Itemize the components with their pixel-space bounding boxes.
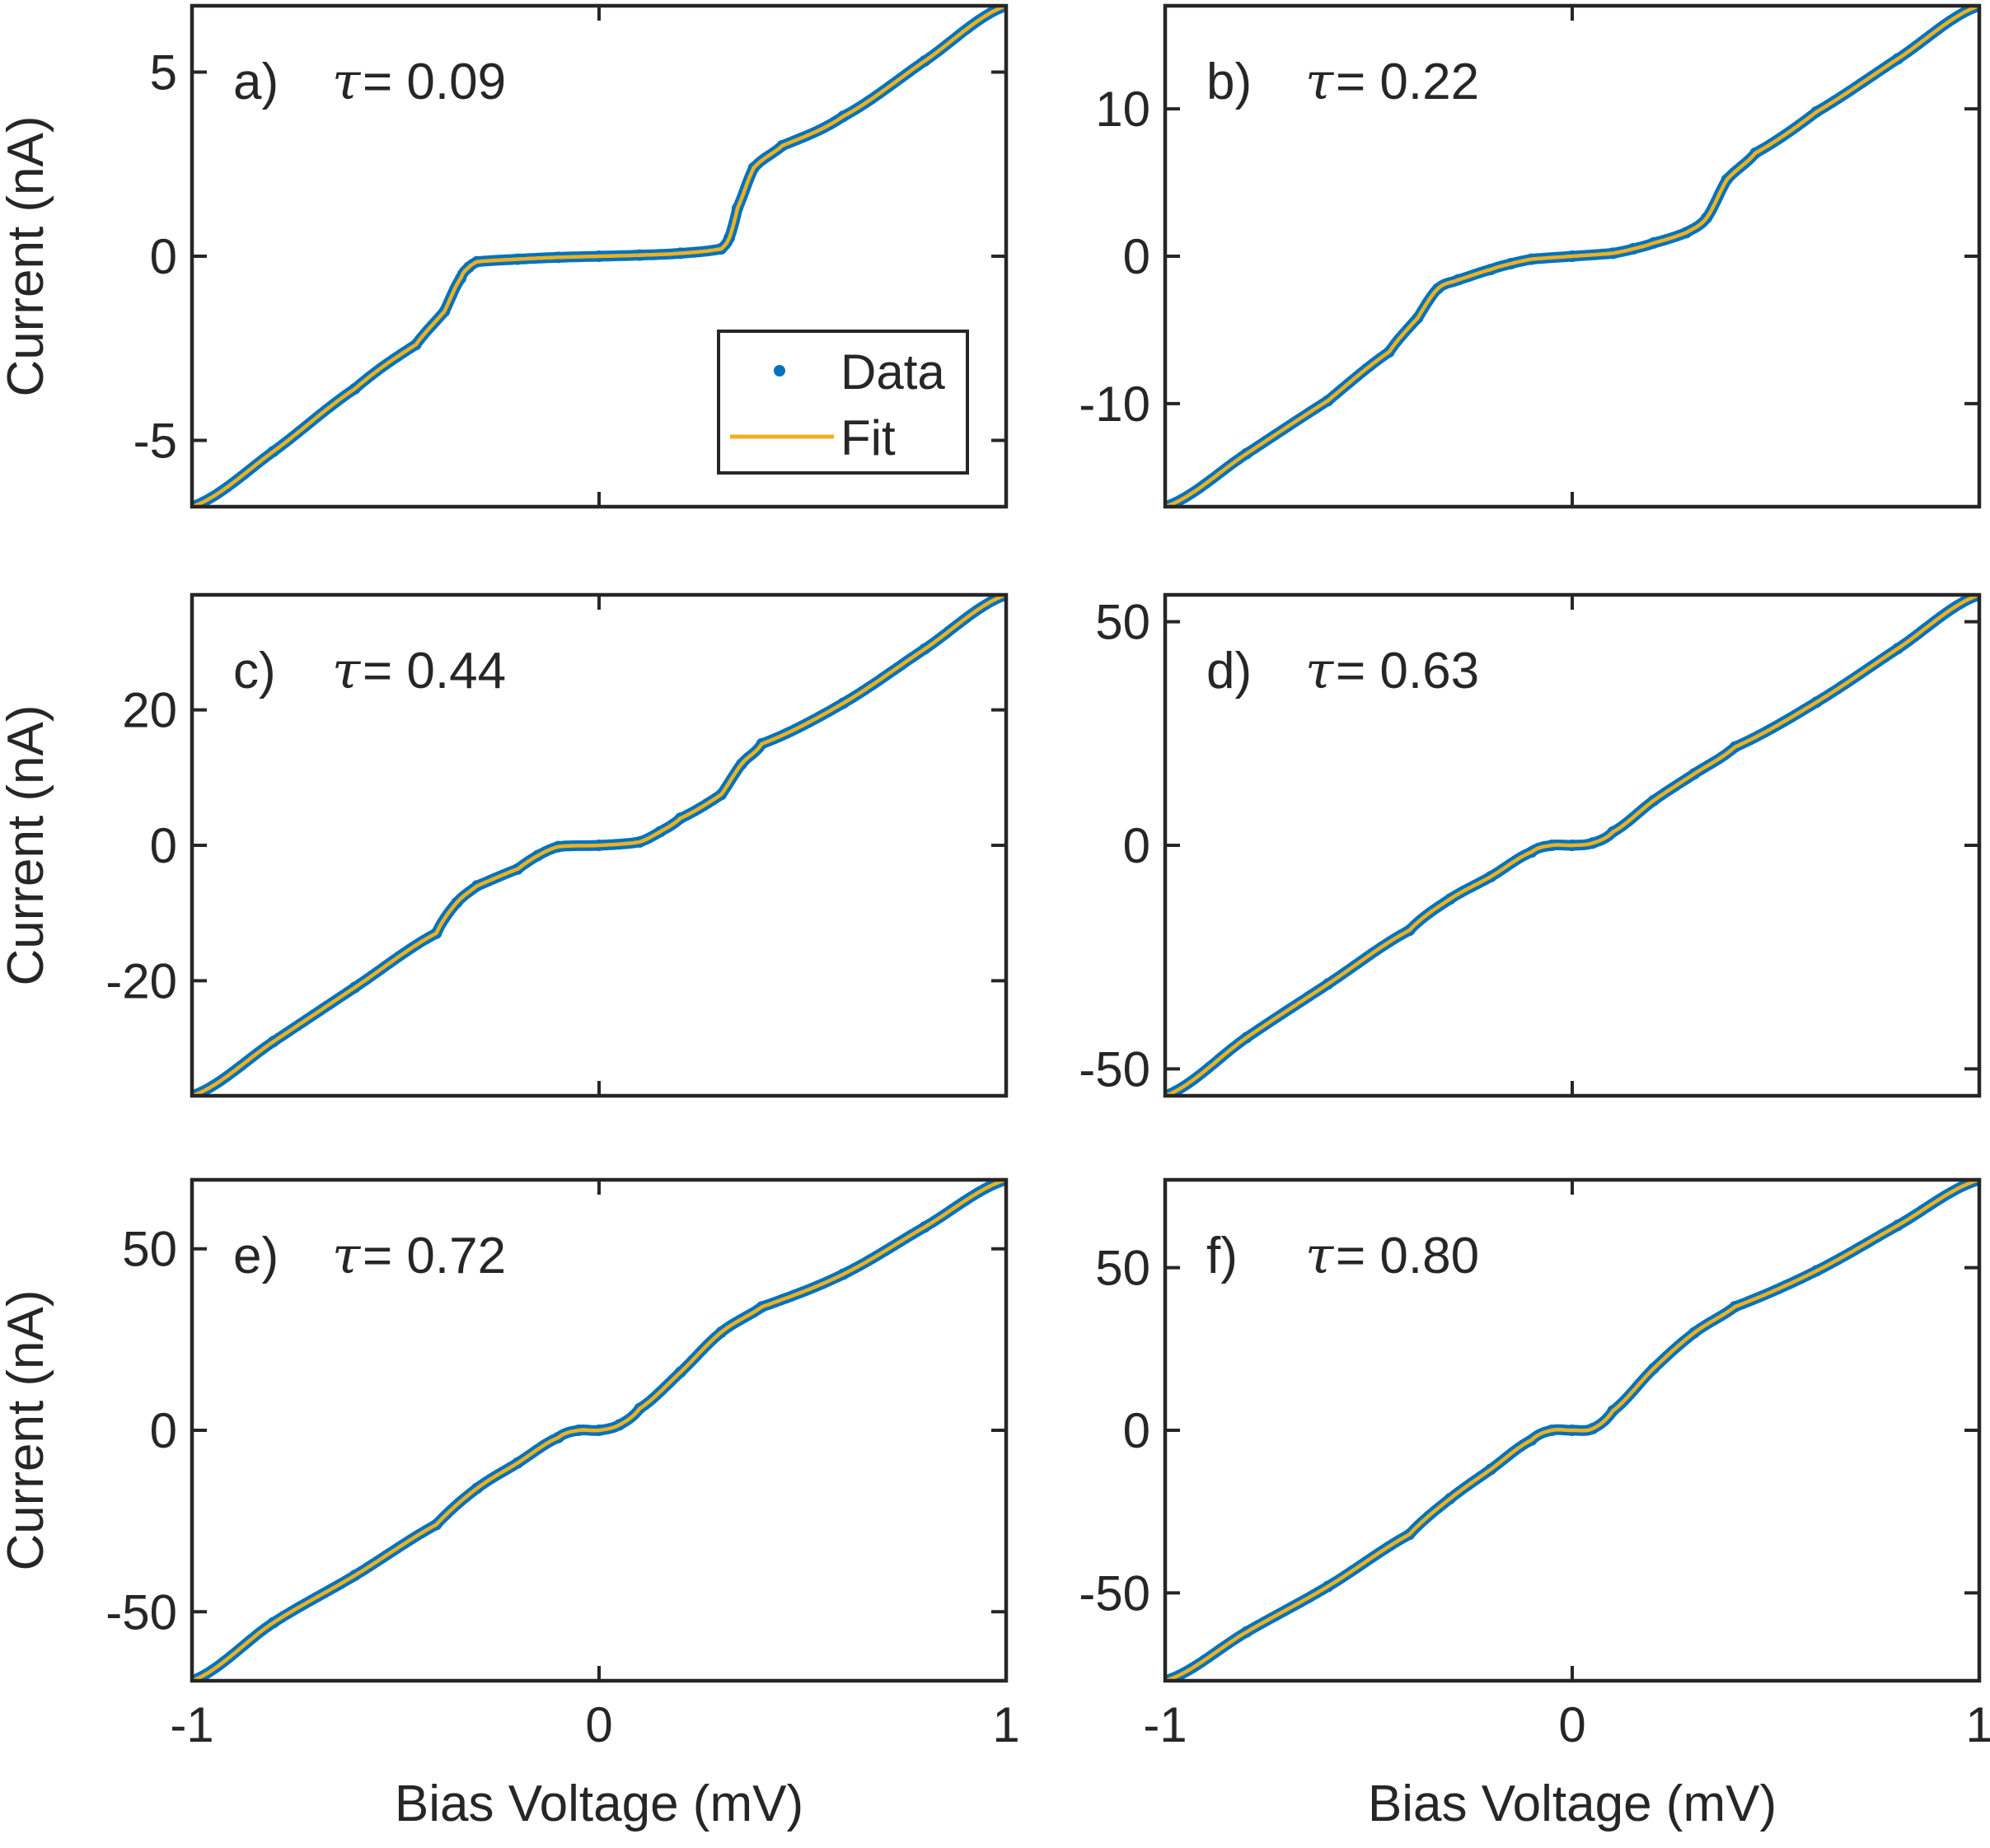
fit-series-line [1165,1180,1979,1681]
panel-letter: d) [1206,643,1252,699]
panel-2: -20 0 20 Current (nA) c) τ = 0.44 [0,592,1009,1098]
y-tick-label: 0 [1123,818,1150,873]
plot-area [192,1180,1006,1681]
x-tick-label: 0 [1558,1697,1585,1752]
legend: Data Fit [717,330,969,475]
panel-letter: f) [1206,1228,1238,1284]
tau-value: = 0.09 [363,54,506,110]
y-tick-label: 5 [150,44,177,100]
legend-label-fit: Fit [840,410,896,466]
x-tick-label: 0 [585,1697,612,1752]
plot-area [1165,595,1979,1096]
tau-value: = 0.22 [1336,54,1479,110]
y-axis-label: Current (nA) [0,115,54,396]
y-tick-label: -50 [1079,1041,1150,1097]
tau-value: = 0.63 [1336,643,1479,699]
tau-symbol: τ [1305,640,1335,700]
y-tick-label: 0 [150,1403,177,1458]
y-tick-label: -10 [1079,377,1150,432]
plot-area [192,595,1006,1096]
y-tick-label: -5 [133,414,177,469]
legend-data-marker [774,365,785,377]
tau-value: = 0.80 [1336,1228,1479,1284]
y-tick-label: 0 [1123,1403,1150,1458]
fit-series-line [1165,6,1979,507]
tau-symbol: τ [1305,1225,1335,1285]
plot-area [1165,1180,1979,1681]
plot-area [192,6,1006,507]
y-tick-label: 50 [122,1222,177,1277]
tau-value: = 0.72 [363,1228,506,1284]
y-tick-label: 0 [150,818,177,873]
tau-value: = 0.44 [363,643,506,699]
x-tick-label: -1 [1143,1697,1187,1752]
y-tick-label: 50 [1095,1241,1150,1296]
y-tick-label: 0 [1123,229,1150,284]
fit-series-line [192,1180,1006,1681]
y-axis-label: Current (nA) [0,1289,54,1570]
y-tick-label: 20 [122,683,177,738]
panel-letter: b) [1206,54,1252,110]
y-axis-label: Current (nA) [0,704,54,985]
plot-area [1165,6,1979,507]
y-tick-label: 10 [1095,82,1150,137]
panel-letter: e) [233,1228,279,1284]
fit-series-line [192,6,1006,507]
panel-4: -1 0 1 -50 0 50 Current (nA) Bias Voltage (mV) e… [0,1177,1020,1832]
tau-symbol: τ [332,51,362,111]
panel-letter: a) [233,54,279,110]
x-tick-label: 1 [1965,1697,1990,1752]
x-axis-label: Bias Voltage (mV) [1368,1775,1777,1832]
panel-1: -10 0 10 b) τ = 0.22 [1079,3,1982,509]
fit-series-line [192,595,1006,1096]
tau-symbol: τ [332,640,362,700]
fit-series-line [1165,595,1979,1096]
panel-5: -1 0 1 -50 0 50 Bias Voltage (mV) f) τ = 0.80 [1079,1177,1990,1832]
y-tick-label: -50 [105,1584,177,1640]
y-tick-label: -50 [1079,1565,1150,1621]
panel-3: -50 0 50 d) τ = 0.63 [1079,592,1982,1098]
legend-label-data: Data [840,344,945,400]
x-axis-label: Bias Voltage (mV) [395,1775,803,1832]
panel-0: -5 0 5 Current (nA) a) τ = 0.09 Data Fit [0,3,1009,509]
tau-symbol: τ [332,1225,362,1285]
tau-symbol: τ [1305,51,1335,111]
x-tick-label: 1 [992,1697,1019,1752]
panel-letter: c) [233,643,276,699]
y-tick-label: -20 [105,953,177,1008]
y-tick-label: 50 [1095,595,1150,650]
x-tick-label: -1 [170,1697,213,1752]
y-tick-label: 0 [150,229,177,284]
legend-box [717,330,969,475]
